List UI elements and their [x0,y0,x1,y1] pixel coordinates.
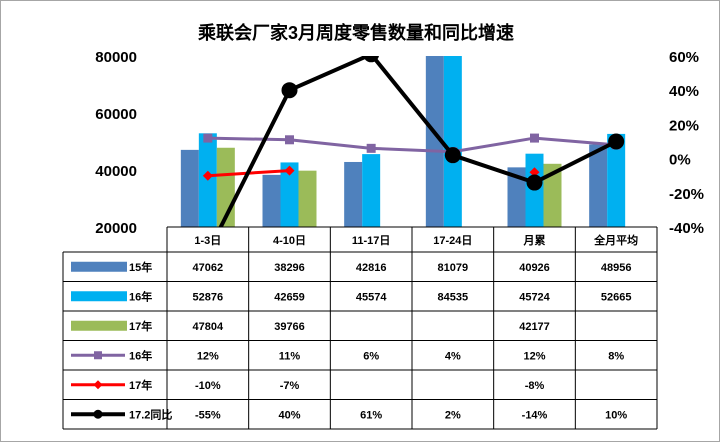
legend-marker [93,409,103,419]
bar [543,163,562,227]
table-cell-value: 48956 [601,262,632,274]
bar [507,167,526,227]
table-cell-value: 2% [445,409,461,421]
bar [280,162,299,227]
y-left-tick-label: 60000 [95,106,137,123]
chart-title: 乘联会厂家3月周度零售数量和同比增速 [197,22,514,43]
point-marker [284,165,295,176]
bar [425,56,444,227]
legend-swatch [71,320,127,331]
plot-area [180,56,626,261]
category-label: 全月平均 [593,233,638,247]
point-marker [444,147,461,164]
table-cell-value: -14% [522,409,548,421]
table-cell-value: 61% [360,409,382,421]
category-label: 1-3日 [194,234,221,247]
bar [589,144,608,227]
bar [344,161,363,227]
table-cell-value: 45724 [519,291,550,303]
category-label: 月累 [523,234,546,247]
table-cell-value: -7% [280,380,300,392]
table-cell-value: 47804 [193,321,224,333]
bar [298,170,317,227]
category-label: 4-10日 [273,234,306,247]
series-name: 17.2同比 [129,407,172,421]
table-cell-value: 39766 [274,321,305,333]
series-name: 15年 [129,260,152,274]
series-name: 16年 [129,289,152,303]
point-marker [608,133,625,150]
legend-swatch [71,291,127,302]
y-right-tick-label: 40% [669,83,699,100]
y-right-tick-label: -20% [669,186,704,203]
point-marker [530,133,539,143]
table-cell-value: -55% [195,409,221,421]
bar [180,149,199,227]
y-right-tick-label: 0% [669,152,691,169]
point-marker [529,167,540,178]
y-right-tick-label: 20% [669,117,699,134]
table-cell-value: -10% [195,380,221,392]
table-cell-value: 52665 [601,291,632,303]
table-cell-value: 6% [363,350,379,362]
legend-swatch [71,261,127,272]
table-cell-value: 4% [445,350,461,362]
table-cell-value: 47062 [193,262,224,274]
series-name: 16年 [129,348,152,362]
point-marker [363,56,379,63]
series-line [218,56,618,227]
table-cell-value: 42659 [274,291,305,303]
bar [607,133,626,227]
bar [362,154,381,227]
y-left-tick-label: 20000 [95,220,137,237]
table-cell-value: 40% [278,409,300,421]
table-cell-value: 12% [197,350,219,362]
table-cell-value: 38296 [274,262,305,274]
legend-marker [93,380,103,390]
category-label: 17-24日 [433,234,472,247]
table-cell-value: 52876 [193,291,224,303]
point-marker [203,133,213,143]
data-table: 1-3日 4-10日 11-17日 17-24日 月累 全月平均 15年 47062 38296… [62,226,658,430]
bar [262,174,281,227]
table-cell-value: 45574 [356,291,387,303]
table-cell-value: 8% [608,350,624,362]
y-left-tick-label: 80000 [95,49,137,66]
table-cell-value: 12% [523,350,545,362]
category-label: 11-17日 [352,234,391,247]
table-cell-value: -8% [525,380,545,392]
y-right-tick-label: -40% [669,220,704,237]
series-name: 17年 [129,319,152,333]
bar [443,56,462,227]
point-marker [285,135,294,145]
series-name: 17年 [129,378,152,392]
point-marker [281,82,298,99]
table-cell-value: 40926 [519,262,550,274]
table-cell-value: 42816 [356,262,387,274]
series-line [207,136,617,154]
y-left-tick-label: 40000 [95,163,137,180]
y-right-tick-label: 60% [669,49,699,66]
point-marker [200,245,216,261]
point-marker [202,170,213,181]
axes: 20000 40000 60000 80000 -40% -20% 0% 20% 40% 60% [95,49,704,237]
table-cell-value: 84535 [438,291,469,303]
point-marker [526,174,543,191]
point-marker [366,143,376,153]
legend-marker [94,351,102,360]
table-cell-value: 42177 [519,321,550,333]
table-cell-value: 81079 [438,262,469,274]
table-cell-value: 10% [605,409,627,421]
table-cell-value: 11% [279,350,301,362]
